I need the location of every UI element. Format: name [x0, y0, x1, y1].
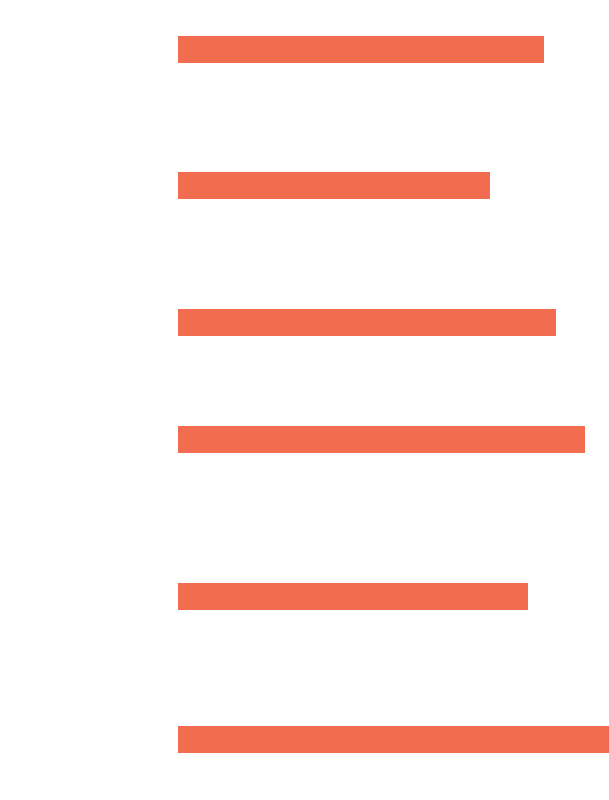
bar-6: [178, 726, 609, 753]
bar-3: [178, 309, 556, 336]
bar-1: [178, 36, 544, 63]
bar-5: [178, 583, 528, 610]
bar-2: [178, 172, 490, 199]
bar-4: [178, 426, 585, 453]
